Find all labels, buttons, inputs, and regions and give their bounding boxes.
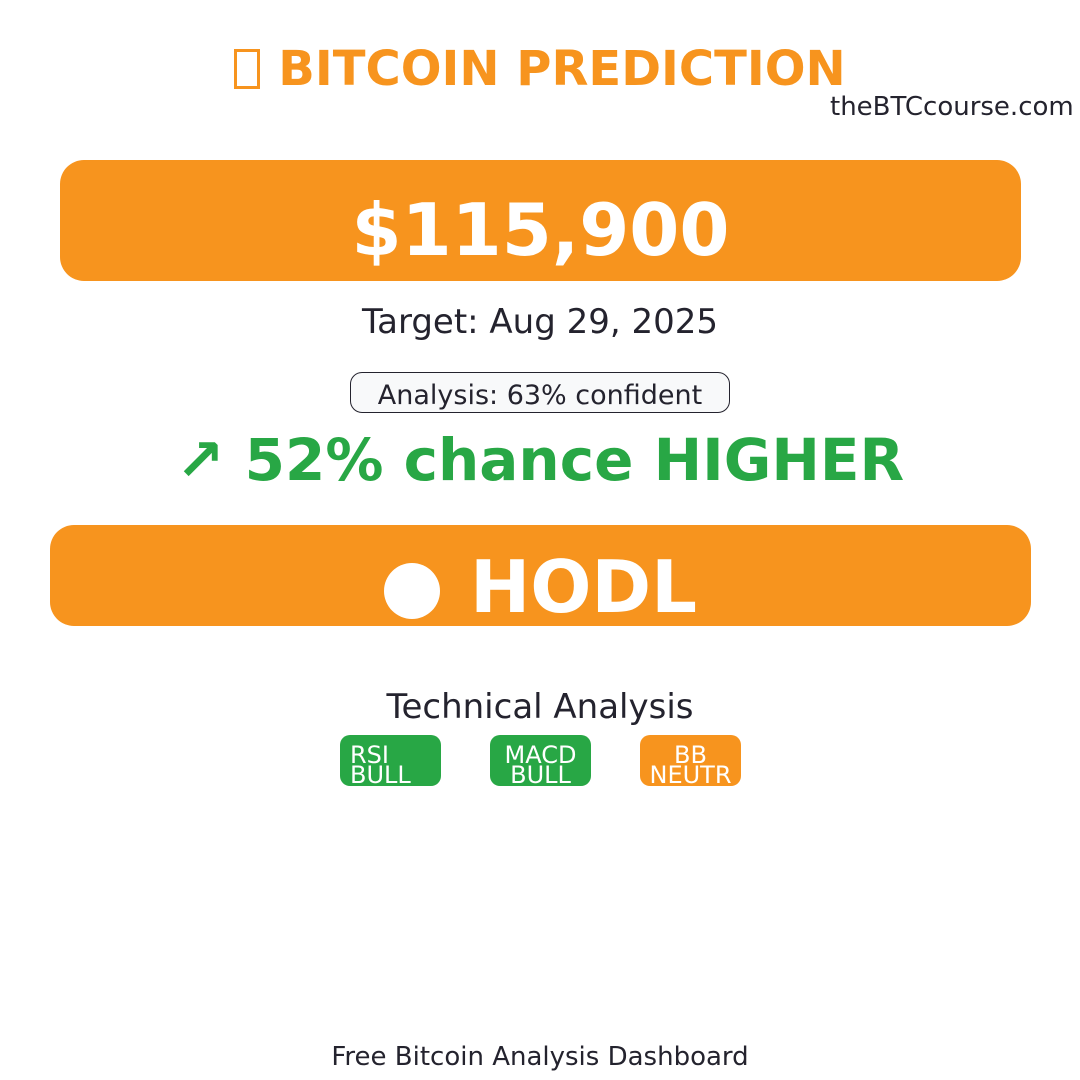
bitcoin-icon	[234, 49, 261, 89]
indicator-macd: MACD BULL	[490, 735, 591, 786]
indicator-rsi: RSI BULL	[340, 735, 441, 786]
predicted-price-panel: $115,900	[60, 160, 1021, 281]
page-title-label: BITCOIN PREDICTION	[278, 41, 846, 97]
technical-analysis-heading: Technical Analysis	[386, 687, 694, 727]
indicator-signal: BULL	[350, 761, 411, 786]
target-date: Target: Aug 29, 2025	[361, 302, 719, 342]
confidence-badge: Analysis: 63% confident	[350, 372, 730, 413]
indicator-name: MACD	[504, 741, 577, 769]
page-title: BITCOIN PREDICTION	[0, 38, 1080, 100]
indicator-signal: BULL	[510, 761, 571, 786]
indicator-name: BB	[674, 741, 707, 769]
indicator-signal: NEUTR	[649, 761, 732, 786]
site-name: theBTCcourse.com	[830, 92, 1074, 122]
recommendation-label: HODL	[469, 545, 698, 629]
predicted-price: $115,900	[351, 188, 730, 272]
indicator-name: RSI	[350, 741, 389, 769]
circle-icon	[383, 563, 440, 619]
recommendation-panel: HODL	[50, 525, 1031, 629]
direction-probability: ↗ 52% chance HIGHER	[175, 426, 905, 494]
footer-text: Free Bitcoin Analysis Dashboard	[331, 1042, 749, 1072]
indicator-bb: BB NEUTR	[640, 735, 741, 786]
